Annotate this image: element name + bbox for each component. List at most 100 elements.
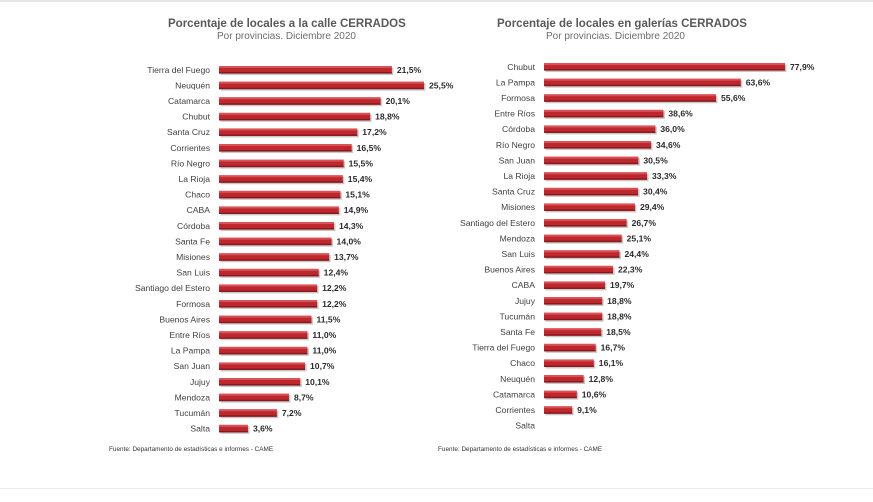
category-label: Tucumán: [174, 408, 210, 418]
bar-chart-street: Tierra del Fuego 21,5% Neuquén 25,5% Catamar…: [135, 65, 454, 434]
bar: [544, 187, 639, 196]
bar-edge: [544, 162, 639, 165]
bar-row: Santa Fe 14,0%: [175, 236, 362, 247]
value-label: 15,1%: [345, 190, 370, 200]
bar-highlight: [544, 343, 596, 346]
bar-highlight: [544, 297, 603, 300]
bar-edge: [544, 147, 652, 149]
bar-highlight: [544, 187, 639, 190]
category-label: Corrientes: [495, 405, 535, 415]
bar-highlight: [544, 359, 594, 362]
bar-highlight: [219, 362, 306, 365]
bar-row: Entre Ríos 38,6%: [494, 109, 693, 119]
category-label: Tucumán: [499, 311, 535, 321]
bar: [219, 393, 289, 402]
value-label: 15,4%: [348, 174, 373, 184]
value-label: 14,0%: [337, 236, 362, 246]
bar-row: Chaco 15,1%: [185, 190, 370, 200]
bar-highlight: [219, 159, 344, 162]
category-label: Formosa: [176, 299, 210, 309]
bar: [544, 234, 622, 243]
bar-highlight: [544, 219, 627, 222]
bar: [219, 253, 330, 261]
bar: [544, 250, 620, 258]
category-label: Buenos Aires: [484, 265, 535, 275]
bar-highlight: [544, 390, 577, 393]
category-label: Río Negro: [171, 158, 210, 168]
bar-highlight: [219, 222, 334, 225]
bar: [219, 159, 344, 168]
bar: [544, 265, 613, 274]
value-label: 9,1%: [577, 405, 597, 415]
bar-edge: [544, 412, 573, 414]
bar-highlight: [219, 284, 318, 287]
bar-highlight: [219, 128, 358, 131]
bar-edge: [544, 318, 603, 321]
bar-row: Córdoba 14,3%: [177, 221, 364, 232]
value-label: 10,1%: [305, 377, 330, 387]
category-label: Tierra del Fuego: [472, 343, 535, 353]
bar: [219, 97, 381, 105]
bar-row: Santa Cruz 17,2%: [167, 127, 387, 138]
value-label: 21,5%: [397, 65, 422, 75]
bar-row: La Pampa 63,6%: [496, 77, 770, 88]
bar-row: CABA 19,7%: [512, 280, 635, 291]
bar-edge: [219, 368, 306, 370]
chart-title: Porcentaje de locales a la calle CERRADO…: [168, 18, 406, 30]
bar: [219, 300, 318, 308]
bar-row: San Juan 10,7%: [174, 361, 335, 372]
value-label: 19,7%: [610, 280, 635, 290]
bar-edge: [544, 69, 785, 71]
chart-subtitle: Por provincias. Diciembre 2020: [217, 31, 356, 42]
bar-row: Tucumán 18,8%: [499, 311, 632, 322]
bar-edge: [219, 196, 341, 199]
category-label: Santa Cruz: [492, 187, 535, 197]
bar-row: Misiones 29,4%: [501, 202, 665, 213]
bar: [219, 81, 424, 90]
bar-highlight: [219, 144, 352, 147]
category-label: La Pampa: [171, 346, 210, 356]
bar-highlight: [219, 378, 301, 381]
bar-row: Neuquén 12,8%: [500, 374, 613, 385]
bar-highlight: [219, 331, 308, 334]
category-label: Santiago del Estero: [460, 218, 535, 228]
bar-edge: [219, 352, 308, 355]
bar-highlight: [544, 203, 635, 206]
bar: [219, 144, 352, 152]
bar-row: Catamarca 20,1%: [168, 96, 411, 107]
bar-edge: [219, 165, 344, 168]
value-label: 36,0%: [660, 124, 685, 134]
bar-highlight: [544, 125, 656, 128]
bar-edge: [544, 84, 741, 87]
value-label: 16,5%: [357, 143, 382, 153]
value-label: 8,7%: [294, 392, 314, 402]
bar: [544, 297, 603, 305]
bar-edge: [219, 430, 248, 433]
bar-edge: [219, 384, 301, 386]
top-border: [0, 0, 873, 2]
chart-title: Porcentaje de locales en galerías CERRAD…: [497, 18, 747, 30]
bar-row: Chaco 16,1%: [510, 358, 624, 369]
bar-edge: [219, 118, 371, 121]
category-label: Tierra del Fuego: [147, 65, 210, 75]
bar-row: Corrientes 16,5%: [170, 143, 382, 154]
bar-highlight: [219, 424, 248, 427]
value-label: 14,3%: [339, 221, 364, 231]
bar-edge: [544, 100, 717, 102]
bar: [544, 359, 594, 367]
bar: [544, 109, 664, 118]
value-label: 11,0%: [312, 346, 336, 356]
bar-row: La Rioja 15,4%: [178, 174, 373, 185]
value-label: 20,1%: [386, 96, 411, 106]
bar-edge: [544, 256, 620, 258]
bar-highlight: [544, 328, 602, 331]
value-label: 22,3%: [618, 265, 643, 275]
bar-highlight: [219, 112, 371, 115]
bar-edge: [219, 259, 330, 261]
category-label: Jujuy: [190, 377, 211, 387]
bar: [219, 66, 392, 74]
bar: [544, 406, 573, 414]
bar-edge: [544, 115, 664, 118]
category-label: Misiones: [176, 252, 210, 262]
bar: [544, 343, 596, 352]
